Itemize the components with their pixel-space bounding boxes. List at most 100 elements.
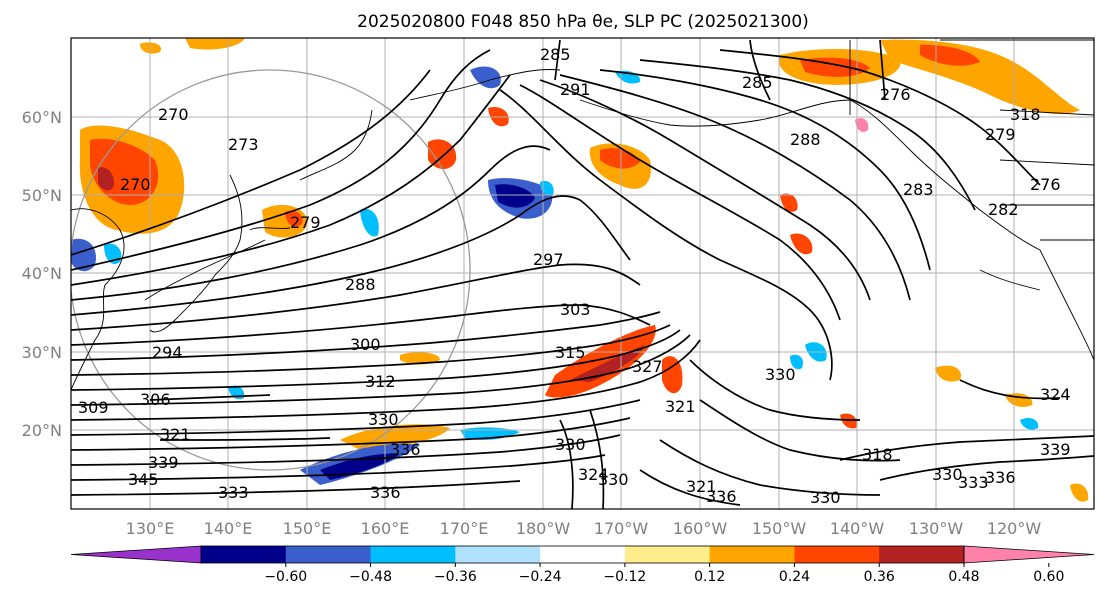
lon-label: 130°W — [909, 519, 964, 538]
contour-label: 324 — [1040, 385, 1071, 404]
contour-label: 336 — [390, 440, 421, 459]
lat-label: 50°N — [22, 186, 62, 205]
lon-label: 140°E — [204, 519, 253, 538]
contour-label: 309 — [78, 398, 109, 417]
positive-anomaly-patch — [400, 352, 440, 365]
contour-label: 273 — [228, 135, 259, 154]
colorbar-segment — [285, 546, 372, 563]
anomaly-shading — [71, 38, 1089, 502]
colorbar-segment — [455, 546, 541, 563]
lon-label: 140°W — [830, 519, 885, 538]
positive-anomaly-patch — [920, 44, 980, 66]
contour-label: 270 — [158, 105, 189, 124]
positive-anomaly-patch — [285, 210, 303, 227]
colorbar-tick-label: 0.12 — [694, 569, 725, 585]
lat-label: 40°N — [22, 264, 62, 283]
positive-anomaly-patch — [935, 365, 961, 382]
colorbar-segment — [201, 546, 287, 563]
contour-label: 315 — [555, 343, 586, 362]
positive-anomaly-patch — [790, 233, 813, 255]
contour-label: 321 — [665, 397, 696, 416]
colorbar — [70, 545, 1095, 564]
colorbar-tick-label: 0.48 — [948, 569, 979, 585]
colorbar-tick-label: 0.24 — [779, 569, 810, 585]
colorbar-tick-label: −0.60 — [264, 569, 307, 585]
figure-title: 2025020800 F048 850 hPa θe, SLP PC (2025… — [357, 12, 809, 32]
negative-anomaly-patch — [1020, 417, 1039, 430]
colorbar-segment — [879, 546, 965, 563]
colorbar-tick-label: −0.36 — [434, 569, 477, 585]
colorbar-extend-low — [70, 545, 202, 564]
positive-anomaly-patch — [780, 193, 798, 212]
contour-label: 339 — [1040, 440, 1071, 459]
contour-label: 330 — [598, 470, 629, 489]
negative-anomaly-patch — [320, 453, 400, 480]
lon-label: 150°W — [752, 519, 807, 538]
lat-label: 20°N — [22, 421, 62, 440]
contour-label: 300 — [350, 335, 381, 354]
lon-label: 170°E — [440, 519, 489, 538]
contour-label: 330 — [765, 365, 796, 384]
lat-label: 30°N — [22, 343, 62, 362]
contour-label: 288 — [790, 130, 821, 149]
contour-label: 291 — [560, 80, 591, 99]
negative-anomaly-patch — [470, 66, 501, 89]
lon-label: 130°E — [126, 519, 175, 538]
lat-label: 60°N — [22, 108, 62, 127]
colorbar-segment — [709, 546, 795, 563]
negative-anomaly-patch — [71, 238, 96, 272]
lon-label: 180°W — [516, 519, 571, 538]
colorbar-segment — [370, 546, 456, 563]
latitude-labels: 60°N 50°N 40°N 30°N 20°N — [22, 108, 62, 440]
lon-label: 170°W — [594, 519, 649, 538]
colorbar-segment — [540, 546, 626, 563]
contour-label: 330 — [932, 465, 963, 484]
contour-labels: 270 273 279 288 297 303 291 285 288 283 … — [78, 45, 1071, 507]
contour-label: 321 — [160, 425, 191, 444]
contour-label: 303 — [560, 300, 591, 319]
positive-anomaly-patch — [662, 356, 683, 394]
contour-label: 294 — [152, 343, 183, 362]
contour-label: 318 — [862, 445, 893, 464]
lon-label: 120°W — [987, 519, 1042, 538]
lon-label: 160°E — [361, 519, 410, 538]
contour-label: 279 — [290, 213, 321, 232]
contour-label: 297 — [533, 250, 564, 269]
longitude-labels: 130°E 140°E 150°E 160°E 170°E 180°W 170°… — [126, 519, 1042, 538]
positive-anomaly-patch — [428, 139, 457, 169]
contour-label: 333 — [218, 483, 249, 502]
positive-anomaly-patch — [570, 345, 645, 382]
colorbar-extend-high — [963, 545, 1095, 564]
contour-label: 339 — [148, 453, 179, 472]
contour-label: 276 — [880, 85, 911, 104]
contour-label: 345 — [128, 470, 159, 489]
contour-label: 283 — [903, 180, 934, 199]
lon-label: 150°E — [283, 519, 332, 538]
contour-label: 312 — [365, 372, 396, 391]
lon-label: 160°W — [673, 519, 728, 538]
negative-anomaly-patch — [790, 354, 804, 370]
negative-anomaly-patch — [360, 208, 379, 237]
contour-label: 279 — [985, 125, 1016, 144]
colorbar-tick-label: −0.24 — [519, 569, 562, 585]
contour-label: 285 — [742, 73, 773, 92]
contour-label: 288 — [345, 275, 376, 294]
reference-circle — [71, 69, 471, 471]
map-panel: 270 273 279 288 297 303 291 285 288 283 … — [70, 37, 1095, 510]
colorbar-tick-label: −0.12 — [603, 569, 646, 585]
contour-label: 321 — [686, 477, 717, 496]
contour-label: 306 — [140, 390, 171, 409]
contour-label: 282 — [988, 200, 1019, 219]
positive-anomaly-patch — [800, 57, 870, 77]
colorbar-frame — [200, 545, 965, 564]
contours — [71, 39, 1094, 509]
colorbar-tick-label: −0.48 — [349, 569, 392, 585]
contour-label: 330 — [368, 410, 399, 429]
contour-label: 336 — [985, 468, 1016, 487]
positive-anomaly-patch — [185, 38, 245, 50]
negative-anomaly-patch — [495, 184, 535, 208]
positive-anomaly-patch — [840, 413, 857, 429]
contour-label: 285 — [540, 45, 571, 64]
